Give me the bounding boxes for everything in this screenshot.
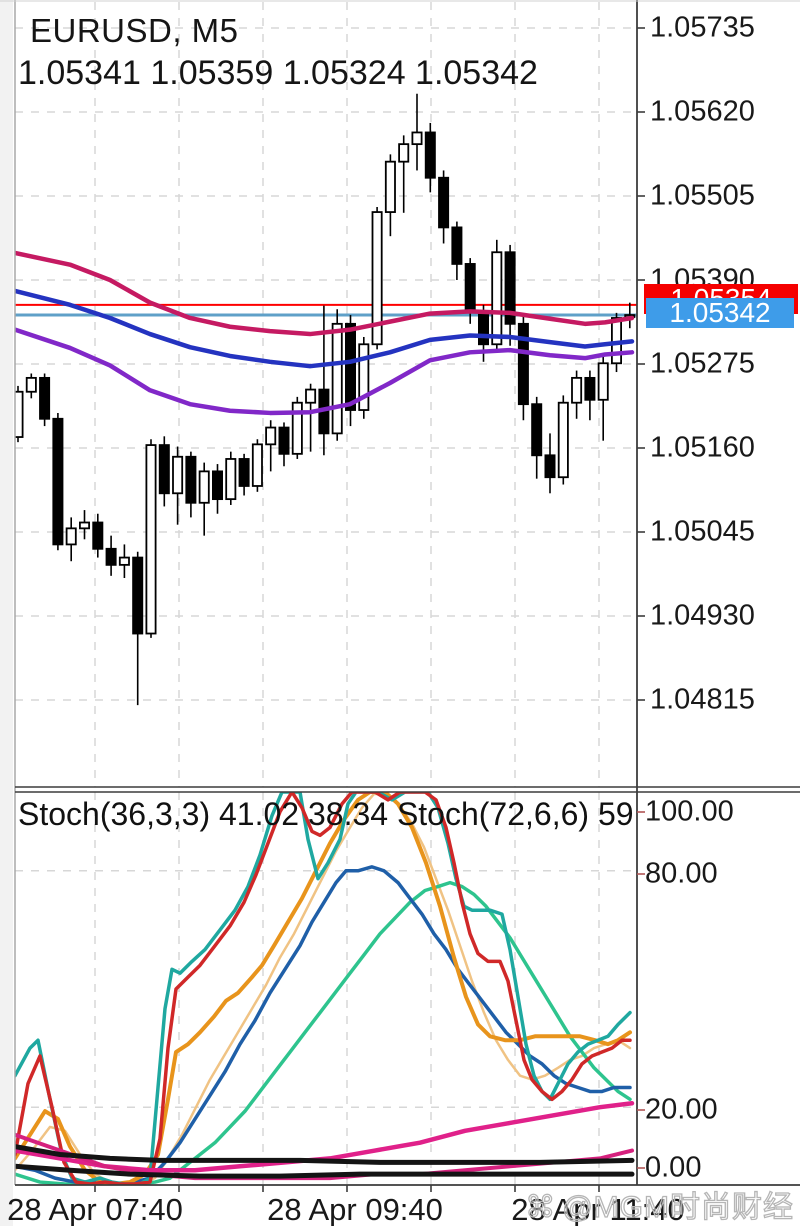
stoch-panel[interactable]: [15, 792, 635, 1185]
stoch-orange: [15, 792, 632, 1185]
ma-mid: [15, 288, 635, 369]
candle-body: [265, 426, 277, 446]
watermark: ⌘ @MGM时尚财经: [525, 1182, 794, 1226]
candle-body: [531, 403, 543, 457]
candle-body: [65, 527, 77, 546]
candle-body: [344, 322, 356, 411]
candle-body: [571, 376, 583, 404]
candle-body: [411, 131, 423, 146]
stoch-tick-label: 100.00: [645, 795, 734, 828]
ohlc-readout: 1.05341 1.05359 1.05324 1.05342: [18, 54, 538, 92]
candle-body: [39, 376, 51, 420]
candle-body: [517, 322, 529, 406]
candle-body: [225, 458, 237, 501]
candle-body: [105, 547, 117, 566]
price-tick-label: 1.05735: [650, 11, 755, 44]
symbol-period-title: EURUSD, M5: [30, 12, 239, 49]
candle-body: [238, 458, 250, 487]
candle-body: [584, 376, 596, 401]
bid-price-badge: 1.05342: [646, 298, 794, 328]
stoch-green: [15, 880, 632, 1185]
price-tick-label: 1.04815: [650, 683, 755, 716]
candle-body: [15, 390, 24, 438]
candle-body: [211, 470, 223, 501]
stoch-tick-label: 20.00: [645, 1093, 718, 1126]
price-tick-label: 1.05275: [650, 347, 755, 380]
left-margin: [0, 0, 13, 1226]
stoch-tick-label: 0.00: [645, 1151, 702, 1184]
candle-body: [597, 362, 609, 401]
candle-body: [491, 251, 503, 346]
candle-body: [371, 211, 383, 346]
candle-body: [438, 176, 450, 229]
time-tick-label: 28 Apr 09:40: [267, 1192, 443, 1226]
candle-body: [278, 426, 290, 455]
candle-body: [358, 343, 370, 411]
candle-body: [384, 160, 396, 213]
candle-body: [544, 454, 556, 479]
candle-body: [504, 251, 516, 325]
candle-body: [331, 322, 343, 435]
knot-logo-icon: ⌘: [525, 1190, 557, 1224]
candle-body: [477, 311, 489, 346]
price-tick-label: 1.04930: [650, 599, 755, 632]
stoch-indicator-label: Stoch(36,3,3) 41.02 38.34 Stoch(72,6,6) …: [18, 796, 634, 832]
candle-body: [185, 455, 197, 504]
candle-body: [79, 521, 91, 530]
stoch-tick-label: 80.00: [645, 857, 718, 890]
stoch-signal-tan: [15, 792, 632, 1185]
candle-body: [198, 470, 210, 504]
candle-body: [557, 401, 569, 479]
candle-body: [451, 226, 463, 265]
candle-body: [25, 376, 37, 393]
candle-body: [145, 444, 157, 635]
candle-body: [52, 417, 64, 546]
watermark-text: @MGM时尚财经: [562, 1190, 794, 1224]
stoch-black1: [15, 1144, 635, 1165]
ma-slow: [15, 327, 635, 416]
candle-body: [305, 388, 317, 404]
price-tick-label: 1.05045: [650, 515, 755, 548]
stoch-steelblue: [15, 865, 632, 1185]
candle-body: [118, 556, 130, 566]
candle-body: [132, 556, 144, 635]
price-tick-label: 1.05160: [650, 431, 755, 464]
candle-body: [424, 131, 436, 179]
candle-body: [251, 443, 263, 487]
candle-body: [398, 143, 410, 163]
time-tick-label: 28 Apr 11:40: [511, 1192, 685, 1226]
candle-body: [158, 444, 170, 495]
candle-body: [92, 521, 104, 550]
stoch-teal: [15, 792, 632, 1185]
stoch-black2: [15, 1163, 635, 1179]
ma-fast: [15, 250, 635, 337]
price-tick-label: 1.05505: [650, 179, 755, 212]
candle-body: [172, 455, 184, 495]
price-tick-label: 1.05620: [650, 95, 755, 128]
candle-body: [464, 263, 476, 314]
time-tick-label: 28 Apr 07:40: [7, 1192, 183, 1226]
stoch-red: [15, 792, 632, 1185]
candle-body: [291, 401, 303, 455]
